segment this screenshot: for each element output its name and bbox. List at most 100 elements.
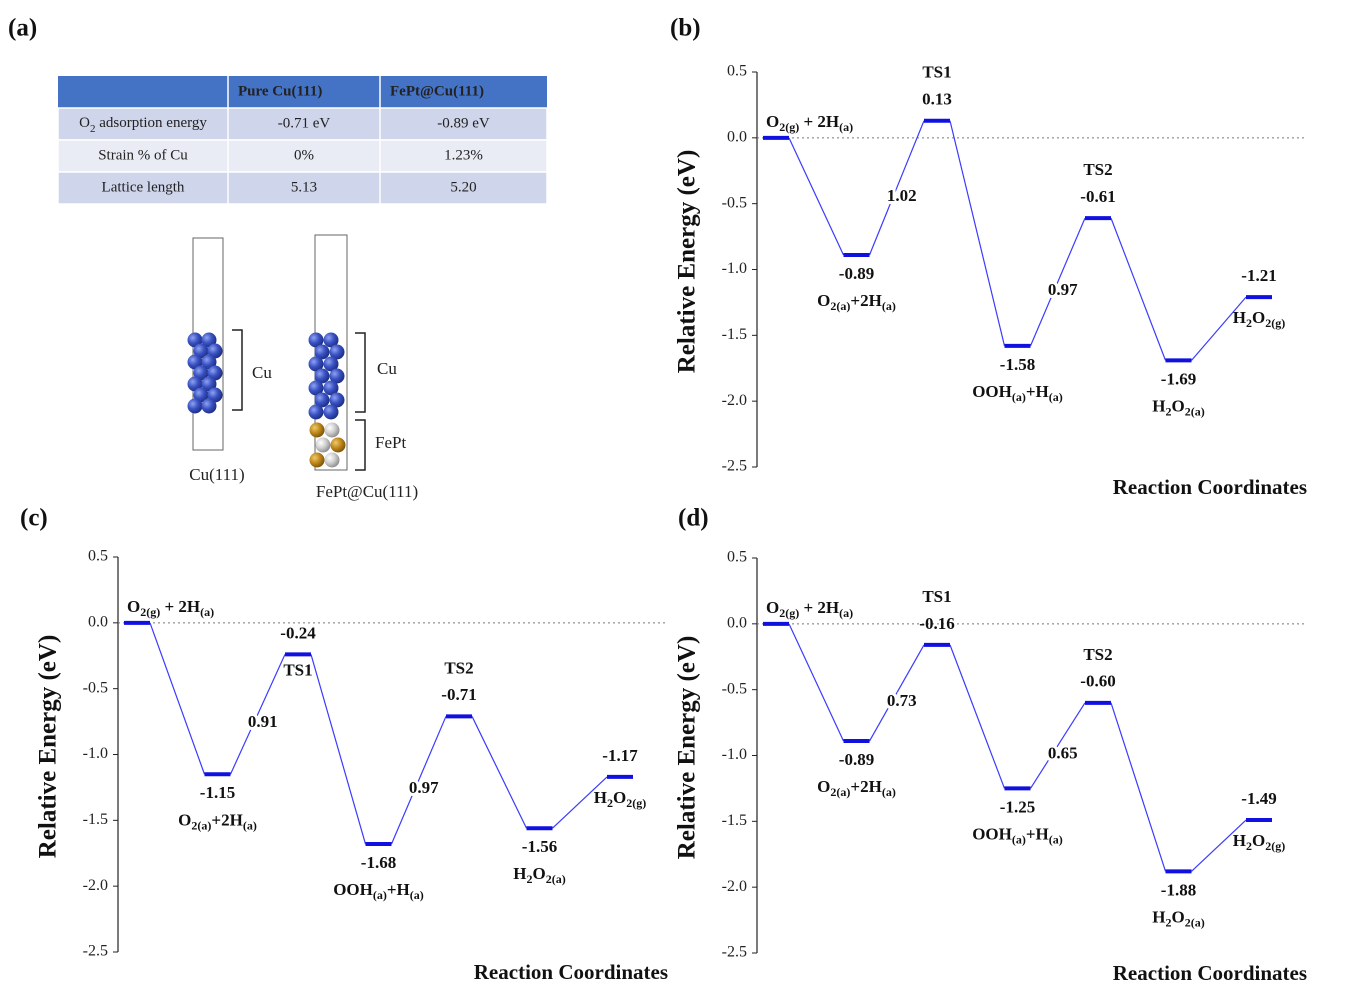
text-run: O (817, 777, 830, 796)
panel-label: (b) (670, 15, 701, 42)
text-run: O (127, 597, 140, 616)
connector (150, 623, 205, 774)
text-run: TS2 (1083, 160, 1112, 179)
value-label: -0.24 (280, 623, 316, 642)
connector (1192, 297, 1247, 360)
y-tick-label: -2.5 (722, 944, 747, 961)
value-label: -1.25 (1000, 797, 1035, 816)
text-run: H (513, 864, 526, 883)
value-label: -0.60 (1080, 672, 1115, 691)
state-label: OOH(a)+H(a) (972, 382, 1063, 404)
text-run: TS2 (1083, 645, 1112, 664)
barrier-label: 1.02 (887, 186, 917, 205)
state-label: O2(g) + 2H(a) (766, 598, 853, 620)
subscript: 2(a) (546, 872, 566, 886)
connector (311, 654, 366, 844)
text-run: O (533, 864, 546, 883)
text-run: +H (387, 880, 410, 899)
subscript: (a) (1049, 390, 1063, 404)
value-label: -1.69 (1161, 369, 1196, 388)
panel-label: (d) (678, 505, 709, 532)
y-tick-label: 0.5 (88, 548, 108, 565)
text-run: +H (1026, 824, 1049, 843)
text-run: TS1 (922, 587, 951, 606)
text-run: TS2 (444, 658, 473, 677)
atom (309, 405, 324, 420)
subscript: 2(g) (779, 606, 799, 620)
value-label: -1.88 (1161, 880, 1196, 899)
subscript: (a) (1012, 832, 1026, 846)
connector (1111, 703, 1166, 872)
state-label: TS1 (922, 587, 951, 606)
table-cell: -0.89 eV (437, 115, 490, 131)
barrier-label: 0.65 (1048, 744, 1078, 763)
barrier-label: 0.97 (409, 778, 439, 797)
y-tick-label: 0.5 (727, 63, 747, 80)
y-tick-label: -1.5 (722, 812, 747, 829)
state-label: TS2 (1083, 160, 1112, 179)
subscript: (a) (839, 120, 853, 134)
column-header: FePt@Cu(111) (390, 83, 484, 99)
table-cell: 5.13 (291, 179, 317, 195)
value-label: 0.13 (922, 90, 952, 109)
atom (202, 399, 217, 414)
table-cell: 5.20 (450, 179, 476, 195)
barrier-label: 0.73 (887, 691, 917, 710)
atom (325, 423, 340, 438)
bracket (232, 330, 242, 410)
value-label: -1.21 (1241, 266, 1276, 285)
y-tick-label: -2.0 (83, 877, 108, 894)
state-label: O2(a)+2H(a) (817, 777, 896, 799)
connector (1111, 218, 1166, 360)
state-label: OOH(a)+H(a) (972, 824, 1063, 846)
text-run: O (766, 112, 779, 131)
structure-label: FePt (375, 433, 406, 452)
text-run: +H (1026, 382, 1049, 401)
text-run: + 2H (160, 597, 200, 616)
value-label: -1.49 (1241, 789, 1276, 808)
value-label: -0.16 (919, 614, 954, 633)
atom (310, 423, 325, 438)
barrier-label: 0.97 (1048, 280, 1078, 299)
text-run: TS1 (922, 63, 951, 82)
atom (310, 453, 325, 468)
text-run: adsorption energy (95, 115, 207, 131)
table-cell: 0% (294, 147, 314, 163)
text-run: H (1233, 831, 1246, 850)
y-tick-label: 0.0 (727, 129, 747, 146)
text-run: OOH (972, 382, 1012, 401)
state-label: H2O2(a) (1152, 907, 1204, 929)
bracket (355, 333, 365, 412)
structure-label: FePt@Cu(111) (316, 482, 418, 501)
state-label: H2O2(a) (513, 864, 565, 886)
table-cell: -0.71 eV (278, 115, 331, 131)
state-label: OOH(a)+H(a) (333, 880, 424, 902)
subscript: (a) (882, 785, 896, 799)
atom (324, 405, 339, 420)
y-tick-label: -1.0 (722, 746, 747, 763)
value-label: -1.56 (522, 837, 557, 856)
state-label: H2O2(g) (594, 788, 646, 810)
y-tick-label: 0.5 (727, 549, 747, 566)
subscript: (a) (839, 606, 853, 620)
subscript: (a) (882, 299, 896, 313)
connector (950, 645, 1005, 789)
x-axis-label: Reaction Coordinates (1113, 475, 1307, 499)
y-tick-label: -2.5 (722, 458, 747, 475)
subscript: 2(a) (1185, 915, 1205, 929)
state-label: TS2 (444, 658, 473, 677)
text-run: +2H (850, 777, 881, 796)
panel-label: (c) (20, 505, 48, 532)
text-run: O (766, 598, 779, 617)
state-label: H2O2(g) (1233, 308, 1285, 330)
state-label: O2(a)+2H(a) (178, 810, 257, 832)
text-run: O (1252, 308, 1265, 327)
connector (472, 716, 527, 828)
structure-label: Cu(111) (189, 465, 244, 484)
state-label: TS1 (922, 63, 951, 82)
y-axis-label: Relative Energy (eV) (674, 150, 701, 374)
state-label: H2O2(a) (1152, 396, 1204, 418)
value-label: -1.68 (361, 853, 396, 872)
y-axis-label: Relative Energy (eV) (35, 635, 62, 859)
state-label: O2(a)+2H(a) (817, 291, 896, 313)
